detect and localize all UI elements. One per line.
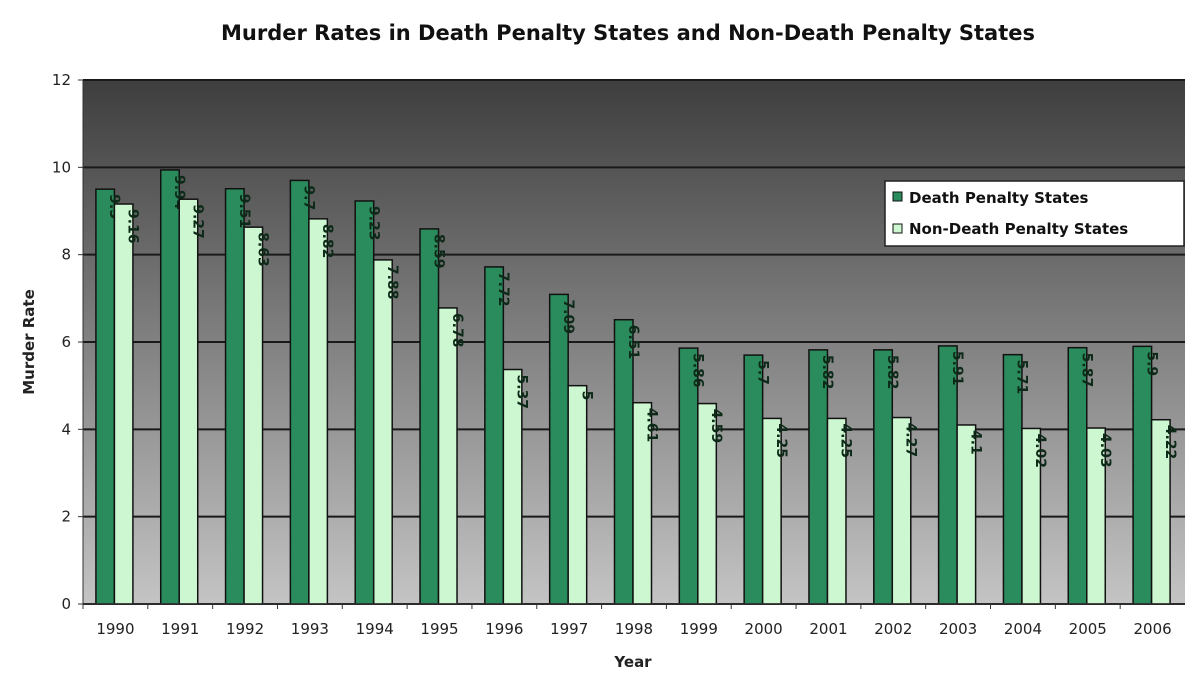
data-label: 9.16 [125, 209, 141, 244]
data-label: 9.51 [236, 194, 252, 229]
x-tick-label: 2001 [809, 620, 847, 638]
data-label: 4.02 [1032, 433, 1048, 468]
x-tick-label: 1993 [291, 620, 329, 638]
data-label: 9.27 [189, 204, 205, 239]
y-axis-label: Murder Rate [20, 289, 38, 395]
data-label: 4.61 [643, 408, 659, 443]
data-label: 4.25 [773, 423, 789, 458]
x-tick-label: 2005 [1069, 620, 1107, 638]
y-tick-label: 6 [61, 333, 71, 351]
bar-non-death-penalty [437, 307, 458, 605]
data-label: 5 [578, 391, 594, 401]
data-label: 5.82 [819, 355, 835, 390]
legend-swatch-non-death-penalty [892, 223, 903, 234]
bar-death-penalty [484, 266, 505, 605]
bar-death-penalty [289, 179, 310, 605]
data-label: 5.37 [514, 375, 530, 410]
data-label: 9.23 [365, 206, 381, 241]
bar-death-penalty [224, 187, 245, 605]
data-label: 5.86 [690, 353, 706, 388]
x-tick-label: 2002 [874, 620, 912, 638]
legend-box [884, 180, 1185, 247]
bar-non-death-penalty [178, 198, 199, 605]
data-label: 6.51 [625, 325, 641, 360]
x-tick-label: 1997 [550, 620, 588, 638]
x-tick-label: 1991 [161, 620, 199, 638]
bar-death-penalty [613, 318, 634, 605]
data-label: 5.91 [949, 351, 965, 386]
bar-death-penalty [95, 188, 116, 605]
bar-death-penalty [1132, 345, 1153, 605]
data-label: 9.7 [301, 185, 317, 210]
data-label: 7.09 [560, 299, 576, 334]
x-tick-label: 1999 [680, 620, 718, 638]
y-tick-label: 12 [52, 71, 71, 89]
data-label: 4.03 [1097, 433, 1113, 468]
bar-non-death-penalty [372, 259, 393, 605]
x-tick-label: 1996 [485, 620, 523, 638]
data-label: 8.82 [319, 224, 335, 259]
y-tick-label: 2 [61, 508, 71, 526]
data-label: 8.63 [254, 232, 270, 267]
bar-death-penalty [548, 293, 569, 605]
bar-death-penalty [419, 228, 440, 605]
x-tick-label: 1994 [356, 620, 394, 638]
bar-non-death-penalty [113, 203, 134, 605]
data-label: 4.27 [903, 423, 919, 458]
data-label: 4.25 [838, 423, 854, 458]
bar-non-death-penalty [308, 218, 329, 605]
chart-title: Murder Rates in Death Penalty States and… [221, 21, 1035, 45]
x-axis-label: Year [613, 653, 652, 671]
data-label: 5.7 [754, 360, 770, 385]
bar-death-penalty [159, 169, 180, 605]
legend: Death Penalty States Non-Death Penalty S… [884, 180, 1185, 247]
data-label: 5.9 [1143, 351, 1159, 376]
legend-label-death-penalty: Death Penalty States [909, 189, 1089, 207]
bar-death-penalty [354, 200, 375, 605]
data-label: 4.22 [1162, 425, 1178, 460]
data-label: 8.59 [430, 234, 446, 269]
y-tick-label: 10 [52, 158, 71, 176]
x-tick-label: 2003 [939, 620, 977, 638]
y-tick-label: 0 [61, 595, 71, 613]
x-tick-label: 2004 [1004, 620, 1042, 638]
y-tick-label: 8 [61, 246, 71, 264]
bar-death-penalty [743, 354, 764, 605]
legend-swatch-death-penalty [892, 191, 903, 202]
data-label: 4.59 [708, 409, 724, 444]
x-tick-label: 1990 [96, 620, 134, 638]
data-label: 6.78 [449, 313, 465, 348]
bar-non-death-penalty [243, 226, 264, 605]
data-label: 5.71 [1014, 360, 1030, 395]
data-label: 5.87 [1079, 353, 1095, 388]
data-label: 7.88 [384, 265, 400, 300]
y-tick-label: 4 [61, 420, 71, 438]
x-tick-label: 1998 [615, 620, 653, 638]
bar-non-death-penalty [567, 384, 588, 605]
x-tick-label: 1992 [226, 620, 264, 638]
legend-label-non-death-penalty: Non-Death Penalty States [909, 220, 1128, 238]
x-tick-label: 2000 [745, 620, 783, 638]
x-tick-label: 1995 [420, 620, 458, 638]
data-label: 4.1 [967, 430, 983, 455]
x-tick-label: 2006 [1133, 620, 1171, 638]
data-label: 5.82 [884, 355, 900, 390]
data-label: 7.72 [495, 272, 511, 307]
